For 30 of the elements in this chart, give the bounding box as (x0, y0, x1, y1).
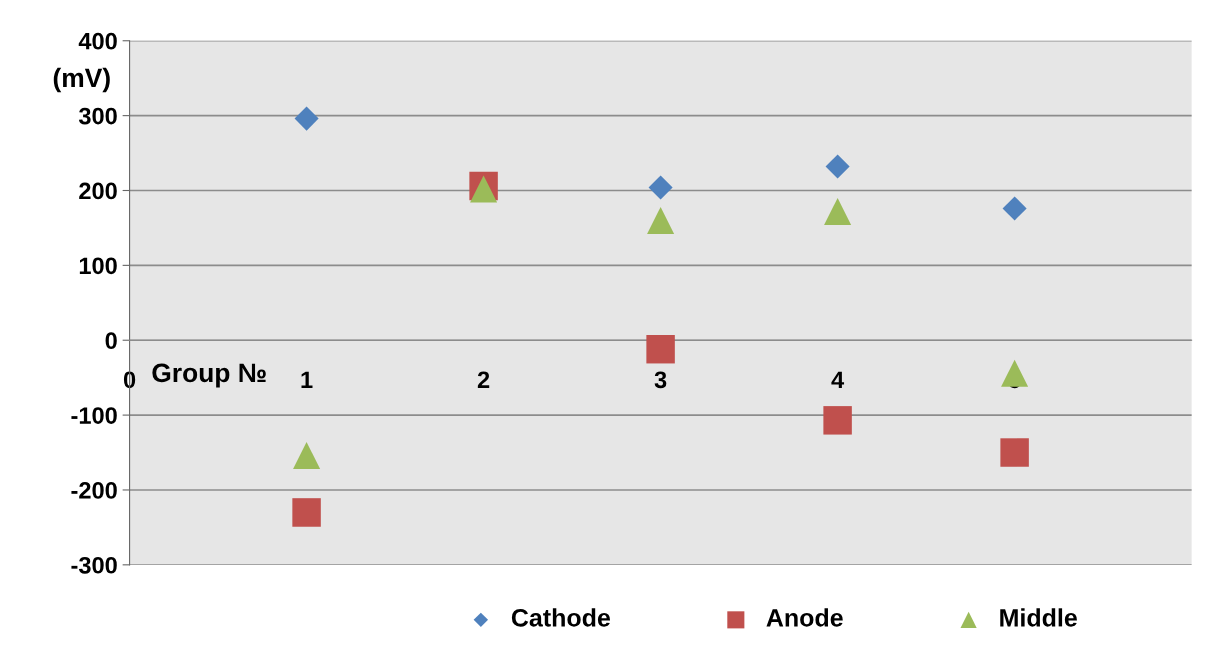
y-tick-label: 100 (79, 257, 117, 275)
point (825, 154, 850, 179)
point (1001, 359, 1029, 387)
x-axis-title: Group № (152, 363, 266, 388)
legend-label: Middle (1000, 608, 1077, 627)
legend-label: Anode (766, 608, 843, 627)
point (1002, 196, 1027, 221)
point (292, 498, 321, 527)
y-tick-label: -200 (71, 482, 117, 499)
legend-label: Cathode (511, 608, 610, 627)
x-tick-label: 0 (123, 371, 136, 389)
y-tick-label: 300 (78, 107, 117, 125)
x-tick-label: 4 (831, 371, 845, 388)
point (648, 175, 673, 200)
point (823, 406, 852, 435)
y-tick-label: -100 (71, 407, 117, 424)
point (294, 106, 319, 131)
point (293, 441, 321, 470)
point (1000, 438, 1029, 467)
y-tick-label: 0 (105, 332, 117, 350)
x-tick-label: 1 (301, 371, 313, 388)
x-tick-label: 3 (654, 371, 667, 389)
y-axis-title: (mV) (53, 67, 110, 93)
point (647, 206, 675, 234)
y-tick-label: 200 (79, 182, 117, 200)
y-tick-label: -300 (71, 556, 117, 574)
y-tick-label: 400 (78, 32, 117, 50)
point (824, 197, 852, 225)
point (646, 334, 675, 364)
x-tick-label: 2 (477, 371, 490, 388)
